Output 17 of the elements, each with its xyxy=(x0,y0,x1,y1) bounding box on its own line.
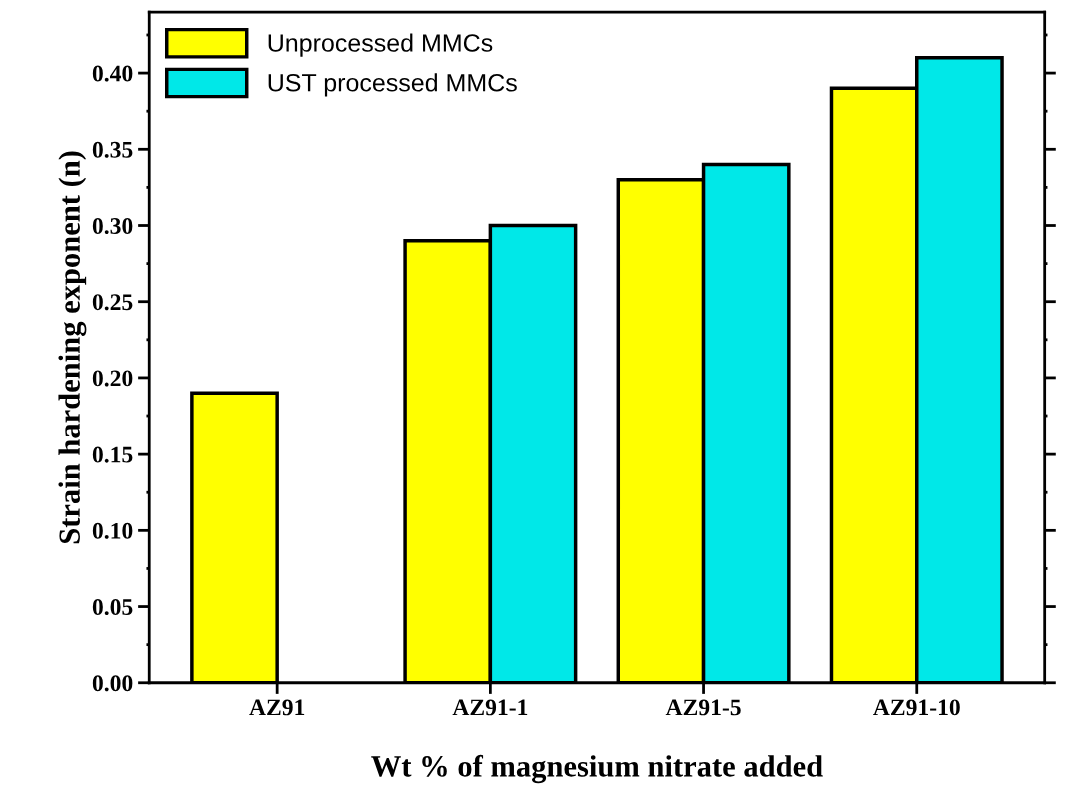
y-axis-title: Strain hardening exponent (n) xyxy=(58,151,87,544)
y-tick-label: 0.15 xyxy=(92,446,133,463)
y-tick-label: 0.05 xyxy=(92,599,133,616)
y-tick-label: 0.25 xyxy=(92,294,133,311)
x-axis-title: Wt % of magnesium nitrate added xyxy=(371,754,823,784)
x-tick-label: AZ91-10 xyxy=(873,699,960,716)
x-tick-label: AZ91-1 xyxy=(452,699,528,716)
y-tick-label: 0.00 xyxy=(92,675,133,692)
y-tick-label: 0.30 xyxy=(92,218,133,235)
x-tick-label: AZ91-5 xyxy=(665,699,741,716)
x-tick-label: AZ91 xyxy=(249,699,305,716)
legend-label: Unprocessed MMCs xyxy=(268,33,493,57)
y-tick-label: 0.10 xyxy=(92,522,133,539)
y-tick-label: 0.35 xyxy=(92,141,133,158)
y-tick-label: 0.20 xyxy=(92,370,133,387)
legend-label: UST processed MMCs xyxy=(268,73,517,97)
y-tick-label: 0.40 xyxy=(92,65,133,82)
